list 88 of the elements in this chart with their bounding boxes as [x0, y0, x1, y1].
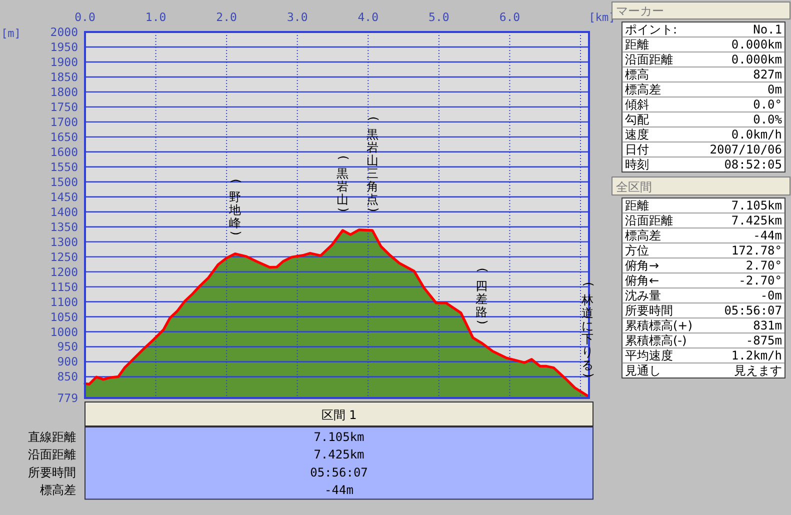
text: 所要時間: [28, 465, 76, 480]
text: 見えます: [734, 364, 782, 378]
text: 標高: [625, 68, 649, 82]
y-tick-label: 1450: [50, 190, 78, 204]
y-tick-label: 1000: [50, 324, 78, 339]
text: 標高差: [625, 228, 661, 242]
y-tick-label: 1700: [50, 114, 78, 129]
text: 7.105km: [731, 198, 782, 212]
text: 累積標高(-): [625, 334, 687, 348]
y-tick-label: 1300: [50, 234, 78, 249]
text: ポイント:: [625, 22, 678, 36]
y-tick-label: 1250: [50, 250, 78, 264]
text: 0.0%: [753, 112, 783, 126]
y-tick-label: 1900: [50, 54, 78, 69]
y-tick-label: 1750: [50, 100, 78, 114]
text: 距離: [625, 38, 649, 52]
y-tick-label: 950: [57, 340, 78, 354]
text: 0.0°: [753, 98, 782, 112]
y-tick-label: 1100: [50, 294, 78, 309]
text: 平均速度: [625, 348, 673, 362]
text: 7.425km: [314, 448, 364, 462]
text: 速度: [625, 128, 649, 142]
text: 7.425km: [731, 214, 782, 228]
text: 0.000km: [731, 38, 782, 52]
text: 日付: [625, 142, 649, 156]
y-tick-label: 779: [57, 391, 78, 405]
y-tick-label: 1150: [50, 280, 78, 294]
y-tick-label: 1500: [50, 174, 78, 189]
text: 831m: [753, 318, 782, 332]
text: 2007/10/06: [710, 142, 782, 156]
text: 累積標高(+): [625, 318, 692, 332]
y-tick-label: 1200: [50, 264, 78, 279]
y-tick-label: 1400: [50, 204, 78, 219]
text: 沈み量: [625, 288, 661, 302]
y-tick-label: 1350: [50, 220, 78, 234]
text: 0.000km: [731, 52, 782, 66]
text: 距離: [625, 198, 649, 212]
text: No.1: [753, 22, 782, 36]
x-tick-label: 6.0: [499, 10, 520, 24]
x-tick-label: 1.0: [145, 10, 166, 24]
x-tick-label: 3.0: [286, 10, 308, 24]
y-tick-label: 1850: [50, 70, 78, 84]
text: 0.0km/h: [731, 128, 782, 142]
x-tick-label: 0.0: [74, 10, 96, 24]
text: 827m: [753, 68, 782, 82]
text: 沿面距離: [28, 448, 76, 462]
text: -875m: [746, 334, 782, 348]
text: 2.70°: [746, 258, 782, 272]
text: 0m: [768, 82, 782, 96]
text: 05:56:07: [310, 465, 368, 480]
text: 全区間: [616, 180, 652, 194]
text: 見通し: [625, 364, 661, 378]
y-tick-label: 1600: [50, 144, 78, 159]
text: 直線距離: [28, 430, 76, 444]
text: 沿面距離: [625, 52, 673, 66]
text: 区間 1: [321, 408, 357, 422]
text: 俯角→: [625, 258, 660, 272]
y-tick-label: 1650: [50, 130, 78, 144]
text: -44m: [753, 228, 782, 242]
text: -44m: [324, 483, 354, 498]
text: -0m: [760, 288, 782, 302]
text: 標高差: [40, 483, 76, 498]
y-tick-label: 900: [57, 354, 78, 369]
y-tick-label: 1800: [50, 84, 78, 99]
text: 172.78°: [731, 244, 782, 258]
x-tick-label: 5.0: [428, 10, 450, 24]
text: 1.2km/h: [731, 348, 782, 362]
text: 時刻: [625, 158, 649, 172]
y-tick-label: 1950: [50, 40, 78, 54]
text: 標高差: [625, 82, 661, 96]
text: 勾配: [625, 112, 649, 126]
y-axis-title: [m]: [1, 27, 21, 40]
text: マーカー: [616, 4, 664, 18]
y-tick-label: 2000: [50, 25, 78, 39]
text: 7.105km: [314, 430, 364, 444]
text: 08:52:05: [724, 158, 782, 172]
y-tick-label: 1550: [50, 160, 78, 174]
text: -2.70°: [738, 274, 782, 288]
text: 俯角←: [625, 274, 660, 288]
text: 方位: [625, 244, 649, 258]
text: 傾斜: [625, 98, 649, 112]
text: 05:56:07: [724, 304, 782, 318]
text: 所要時間: [625, 304, 673, 318]
text: 沿面距離: [625, 214, 673, 228]
x-tick-label: 2.0: [216, 10, 238, 24]
y-tick-label: 850: [57, 370, 78, 384]
x-tick-label: 4.0: [358, 10, 379, 24]
y-tick-label: 1050: [50, 310, 78, 324]
